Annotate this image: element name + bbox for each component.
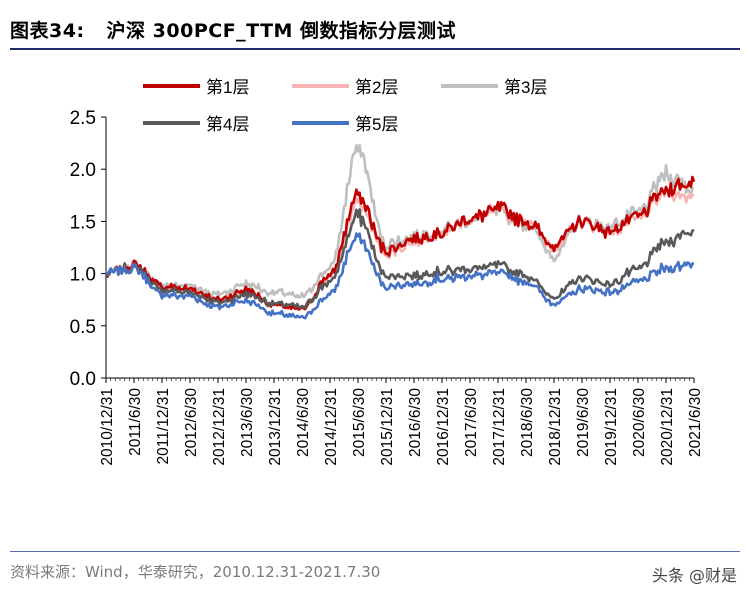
footer-rule [10,551,740,552]
x-tick-label: 2012/12/31 [211,388,228,466]
legend-label-3: 第3层 [504,78,547,97]
legend-label-4: 第4层 [206,115,249,134]
x-tick-label: 2016/6/30 [407,388,424,457]
watermark: 头条 @财是 [651,566,737,585]
x-tick-label: 2014/12/31 [323,388,340,466]
y-tick-label: 0.0 [70,369,96,390]
legend-label-5: 第5层 [355,115,398,134]
x-tick-label: 2011/12/31 [155,388,172,464]
x-tick-label: 2020/12/31 [659,388,676,466]
x-tick-label: 2010/12/31 [99,388,116,466]
x-tick-label: 2020/6/30 [631,388,648,457]
x-tick-label: 2019/6/30 [575,388,592,457]
figure-title: 图表34: 沪深 300PCF_TTM 倒数指标分层测试 [10,16,456,43]
source-note: 资料来源：Wind，华泰研究，2010.12.31-2021.7.30 [10,563,381,581]
x-tick-label: 2013/12/31 [267,388,284,466]
x-tick-label: 2018/12/31 [547,388,564,466]
chart-axes: 0.0 0.5 1.0 1.5 2.0 2.5 2010/12/31 2011/6/30 201… [70,108,704,466]
x-tick-label: 2011/6/30 [127,388,144,456]
x-tick-label: 2015/12/31 [379,388,396,466]
series-line-5 [104,232,695,320]
x-tick-label: 2017/6/30 [463,388,480,457]
series-line-4 [104,208,695,309]
x-tick-label: 2016/12/31 [435,388,452,466]
figure-label: 图表34: [10,20,85,42]
y-tick-label: 0.5 [70,317,96,338]
x-tick-label: 2017/12/31 [491,388,508,466]
x-tick-label: 2019/12/31 [603,388,620,466]
x-tick-label: 2021/6/30 [687,388,704,457]
x-tick-label: 2012/6/30 [183,388,200,457]
x-tick-label: 2014/6/30 [295,388,312,457]
y-tick-label: 2.5 [70,108,96,129]
title-rule [10,48,740,50]
y-tick-label: 2.0 [70,160,96,181]
legend-label-2: 第2层 [355,78,398,97]
chart-title: 沪深 300PCF_TTM 倒数指标分层测试 [106,20,457,42]
x-tick-label: 2013/6/30 [239,388,256,457]
x-tick-label: 2015/6/30 [351,388,368,457]
legend-label-1: 第1层 [206,78,249,97]
chart-series [104,143,696,320]
y-tick-label: 1.5 [70,212,96,233]
x-tick-label: 2018/6/30 [519,388,536,457]
y-tick-label: 1.0 [70,265,96,286]
